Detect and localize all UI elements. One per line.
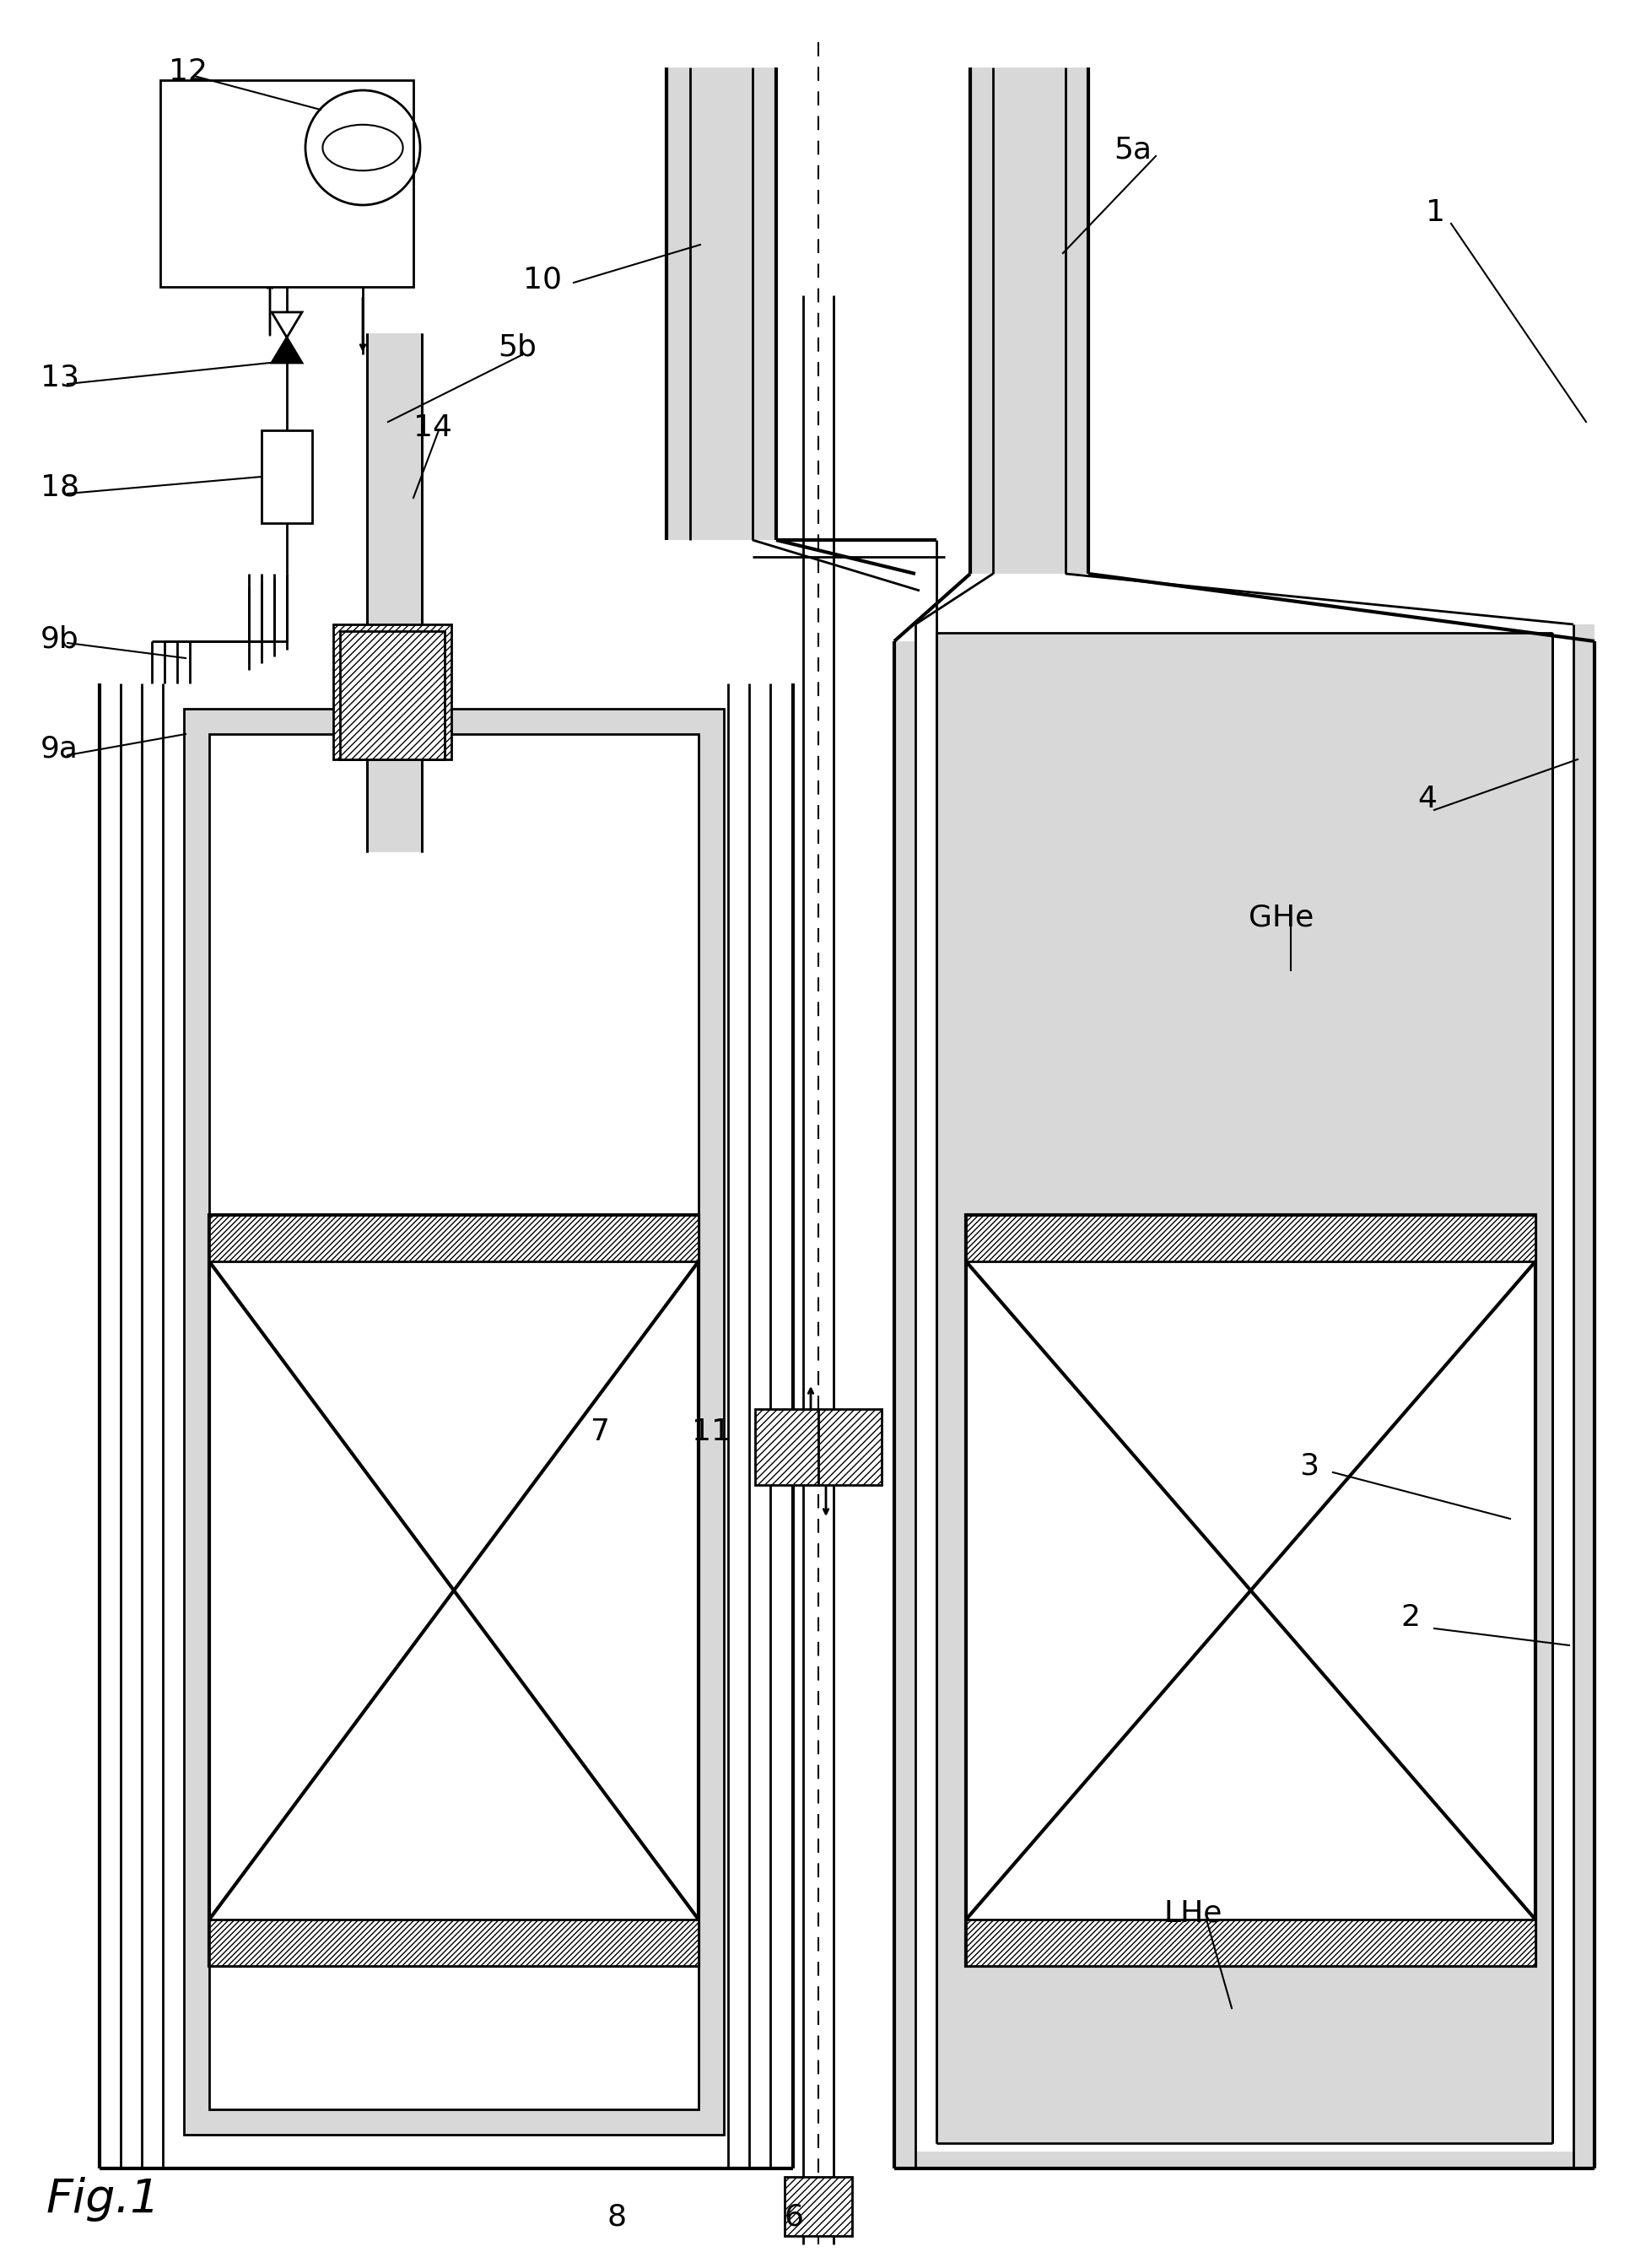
Bar: [819, 1408, 881, 1486]
Bar: [334, 624, 451, 760]
Bar: [209, 735, 698, 2109]
Text: 18: 18: [41, 472, 80, 501]
Text: 14: 14: [414, 413, 453, 442]
Text: 7: 7: [590, 1418, 610, 1447]
Text: 9b: 9b: [41, 624, 78, 653]
Ellipse shape: [322, 125, 402, 170]
Text: 10: 10: [523, 265, 562, 295]
Bar: [183, 708, 724, 2134]
Bar: [355, 642, 430, 760]
Bar: [160, 79, 414, 286]
Text: 5b: 5b: [497, 333, 536, 363]
Text: Fig.1: Fig.1: [46, 2177, 160, 2223]
Text: GHe: GHe: [1249, 903, 1315, 932]
Text: 2: 2: [1401, 1603, 1419, 1631]
Text: 9a: 9a: [41, 735, 78, 762]
Bar: [966, 1919, 1535, 1966]
Bar: [209, 1216, 698, 1966]
Bar: [209, 1919, 698, 1966]
Bar: [366, 333, 422, 853]
Text: 5a: 5a: [1113, 136, 1151, 163]
Text: 3: 3: [1300, 1452, 1319, 1481]
Bar: [262, 431, 312, 524]
Bar: [894, 642, 916, 2168]
Bar: [894, 2152, 1594, 2168]
Text: 8: 8: [608, 2202, 626, 2232]
Text: 12: 12: [168, 57, 208, 86]
Text: LHe: LHe: [1164, 1898, 1223, 1928]
Bar: [340, 631, 445, 760]
Text: 4: 4: [1418, 785, 1437, 814]
Bar: [1573, 624, 1594, 2168]
Bar: [937, 633, 1552, 2143]
Bar: [970, 68, 1089, 574]
Bar: [209, 1216, 698, 1261]
Polygon shape: [271, 313, 302, 338]
Text: 11: 11: [692, 1418, 731, 1447]
Bar: [966, 1216, 1535, 1261]
Text: 1: 1: [1426, 197, 1445, 227]
Text: 6: 6: [785, 2202, 804, 2232]
Text: 13: 13: [41, 363, 80, 392]
Bar: [966, 1216, 1535, 1966]
Bar: [667, 68, 777, 540]
Polygon shape: [271, 338, 302, 363]
Bar: [785, 2177, 852, 2236]
Bar: [755, 1408, 819, 1486]
